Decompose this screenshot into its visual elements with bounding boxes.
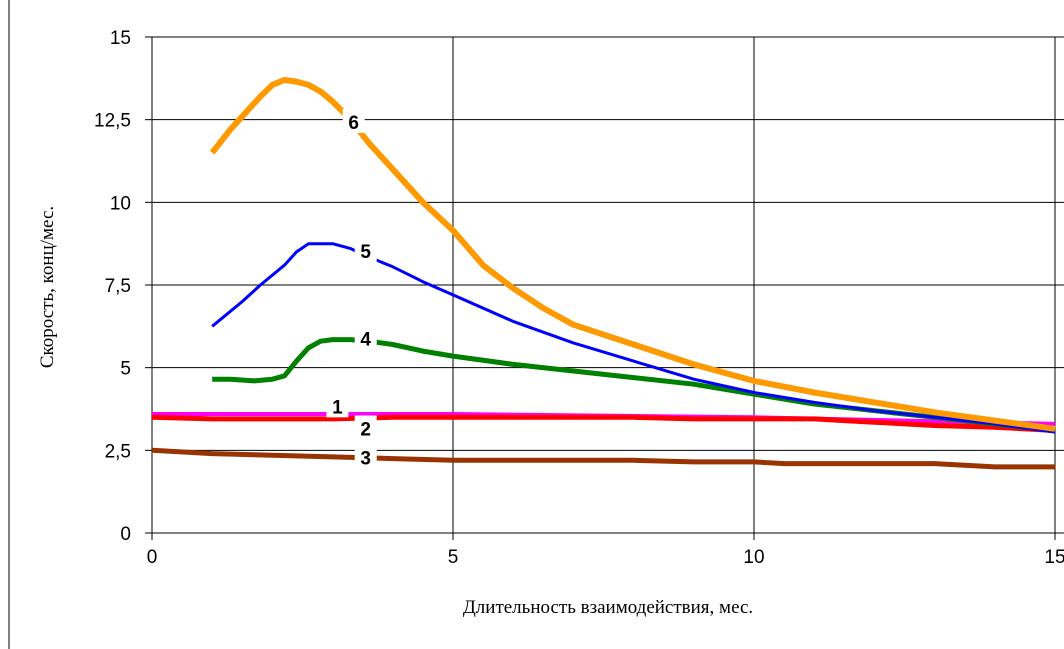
series-line-6 [209, 77, 1056, 432]
curve-label-1: 1 [332, 397, 343, 418]
chart-area-frame [8, 0, 1064, 649]
x-tick-label: 10 [743, 547, 764, 568]
y-tick-label: 12,5 [94, 111, 131, 132]
curve-label-bg [354, 415, 377, 440]
curve-label-bg [342, 108, 365, 133]
curve-label-5: 5 [360, 242, 371, 263]
curve-labels: 12 3 4 5 6 [326, 108, 377, 470]
curve-label-bg [354, 237, 377, 262]
series-line-2 [151, 414, 1056, 433]
series-line-3 [151, 447, 1055, 470]
x-tick-label: 15 [1044, 547, 1064, 568]
curve-label-bg [326, 393, 349, 418]
y-tick-label: 7,5 [105, 276, 131, 297]
y-tick-label: 10 [110, 193, 131, 214]
y-axis-title: Скорость, конц/мес. [37, 206, 58, 368]
curve-label-6: 6 [348, 113, 359, 134]
x-axis-title: Длительность взаимодействия, мес. [463, 597, 753, 618]
x-tick-label: 0 [147, 547, 158, 568]
curve-label-2: 2 [360, 420, 371, 441]
y-tick-label: 0 [120, 524, 131, 545]
y-tick-label: 5 [120, 359, 131, 380]
grid [152, 36, 1064, 533]
x-tick-label: 5 [448, 547, 459, 568]
curve-label-4: 4 [360, 330, 371, 351]
series-line-5 [211, 242, 1056, 434]
curve-label-bg [354, 325, 377, 350]
y-tick-label: 2,5 [105, 441, 131, 462]
series-group [151, 77, 1056, 470]
y-tick-label: 15 [110, 28, 131, 49]
curve-label-3: 3 [360, 449, 371, 470]
curve-label-bg [354, 444, 377, 469]
